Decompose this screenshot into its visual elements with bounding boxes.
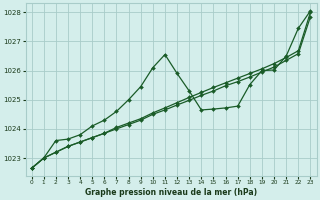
X-axis label: Graphe pression niveau de la mer (hPa): Graphe pression niveau de la mer (hPa) xyxy=(85,188,257,197)
